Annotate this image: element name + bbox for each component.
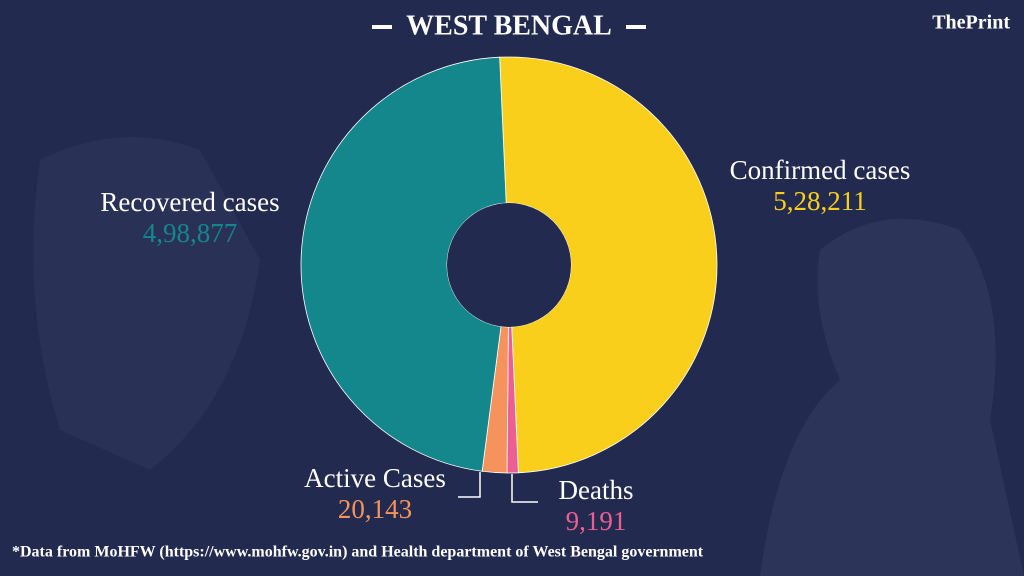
chart-title: WEST BENGAL [406,10,612,41]
slice-label: Confirmed cases [730,155,911,185]
slice-value: 4,98,877 [143,218,238,248]
map-silhouette [33,137,261,470]
slice-label: Deaths [559,475,634,505]
donut-hole [447,203,571,327]
slice-value: 9,191 [566,506,627,536]
source-note: *Data from MoHFW (https://www.mohfw.gov.… [12,544,704,561]
slice-value: 5,28,211 [773,186,867,216]
leader-line [458,472,481,498]
brand-logo: ThePrint [932,12,1010,34]
portrait-silhouette [760,218,1024,576]
slice-label: Active Cases [304,463,446,493]
slice-label: Recovered cases [100,187,279,217]
leader-line [511,474,538,503]
slice-value: 20,143 [338,494,412,524]
